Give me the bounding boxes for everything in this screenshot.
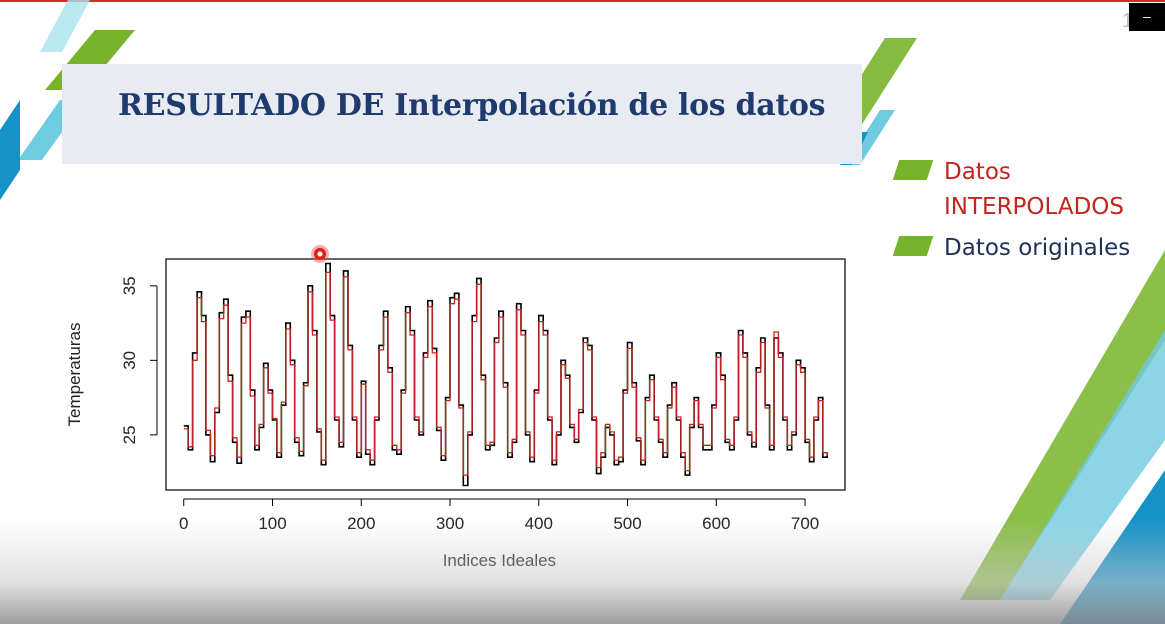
- top-accent-line: [0, 0, 1165, 2]
- y-tick-label: 25: [120, 425, 139, 444]
- x-tick-label: 100: [258, 514, 286, 533]
- x-tick-label: 200: [347, 514, 375, 533]
- series-line-interpolados: [183, 271, 828, 476]
- legend-label: Datos: [944, 159, 1011, 185]
- x-tick-label: 400: [525, 514, 553, 533]
- y-axis-label: Temperaturas: [65, 323, 84, 427]
- legend-label: Datos originales: [944, 235, 1131, 261]
- legend-item-originales: Datos originales: [892, 231, 1156, 266]
- x-tick-label: 500: [613, 514, 641, 533]
- x-tick-label: 0: [179, 514, 188, 533]
- legend-label-line2: INTERPOLADOS: [944, 194, 1125, 220]
- legend: Datos INTERPOLADOS Datos originales: [892, 155, 1156, 266]
- x-axis-label: Indices Ideales: [443, 551, 556, 570]
- y-tick-label: 30: [120, 351, 139, 370]
- y-tick-label: 35: [120, 276, 139, 295]
- x-tick-label: 600: [702, 514, 730, 533]
- minimize-button[interactable]: –: [1129, 3, 1165, 31]
- pointer-highlight: [311, 245, 329, 263]
- series-layer: [183, 262, 828, 487]
- x-tick-label: 300: [436, 514, 464, 533]
- title-band: [62, 64, 862, 164]
- x-tick-label: 700: [791, 514, 819, 533]
- plot-frame: [165, 258, 846, 491]
- slide-title: RESULTADO DE Interpolación de los datos: [118, 88, 826, 123]
- legend-item-interpolados: Datos INTERPOLADOS: [892, 155, 1156, 225]
